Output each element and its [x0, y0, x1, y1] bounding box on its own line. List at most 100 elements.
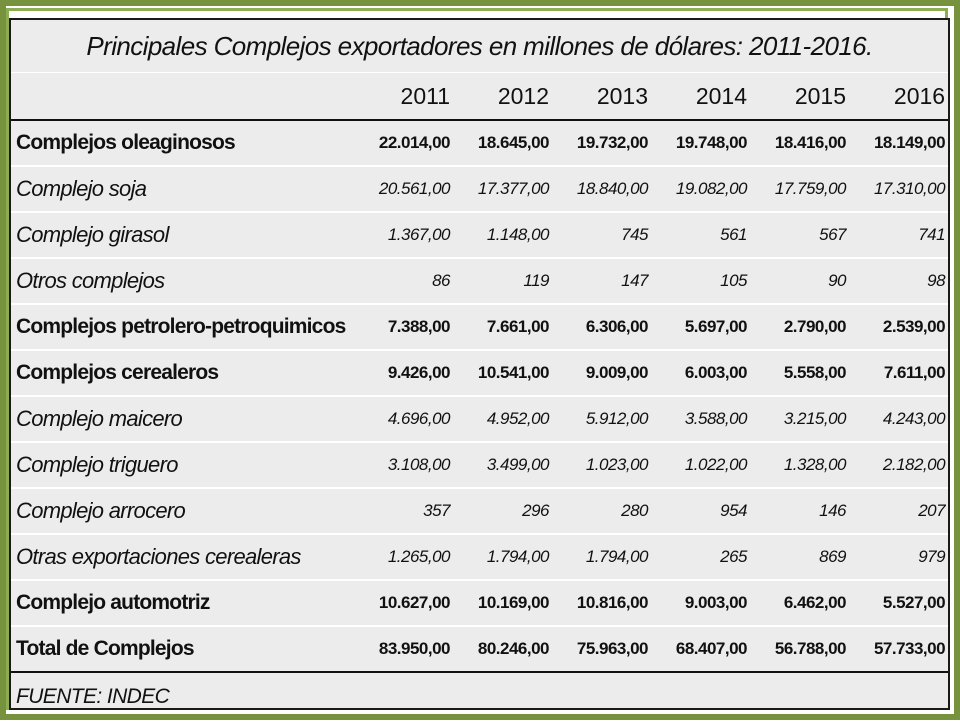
exports-table: Principales Complejos exportadores en mi… — [11, 20, 949, 721]
value-cell: 567 — [750, 212, 849, 259]
table-row: Complejo triguero 3.108,00 3.499,00 1.023,0… — [11, 442, 949, 489]
value-cell: 146 — [750, 488, 849, 535]
row-label: Otros complejos — [11, 258, 354, 305]
value-cell: 90 — [750, 258, 849, 305]
value-cell: 1.367,00 — [354, 212, 453, 259]
value-cell: 954 — [651, 488, 750, 535]
value-cell: 3.588,00 — [651, 396, 750, 443]
value-cell: 3.215,00 — [750, 396, 849, 443]
value-cell: 98 — [849, 258, 949, 305]
row-label: Complejo maicero — [11, 396, 354, 443]
value-cell: 105 — [651, 258, 750, 305]
value-cell: 357 — [354, 488, 453, 535]
value-cell: 119 — [453, 258, 552, 305]
total-value-cell: 83.950,00 — [354, 625, 453, 673]
value-cell: 4.696,00 — [354, 396, 453, 443]
value-cell: 147 — [552, 258, 651, 305]
value-cell: 3.499,00 — [453, 442, 552, 489]
total-row: Total de Complejos 83.950,00 80.246,00 75.9… — [11, 625, 949, 673]
total-value-cell: 75.963,00 — [552, 625, 651, 673]
total-value-cell: 80.246,00 — [453, 625, 552, 673]
value-cell: 9.009,00 — [552, 350, 651, 397]
value-cell: 2.790,00 — [750, 304, 849, 351]
row-label: Complejos petrolero-petroquimicos — [11, 304, 354, 351]
value-cell: 17.310,00 — [849, 166, 949, 213]
total-value-cell: 57.733,00 — [849, 625, 949, 673]
value-cell: 745 — [552, 212, 651, 259]
value-cell: 5.912,00 — [552, 396, 651, 443]
value-cell: 979 — [849, 534, 949, 581]
value-cell: 1.794,00 — [453, 534, 552, 581]
value-cell: 19.732,00 — [552, 120, 651, 167]
value-cell: 18.149,00 — [849, 120, 949, 167]
value-cell: 5.527,00 — [849, 580, 949, 627]
year-header: 2013 — [552, 72, 651, 121]
value-cell: 1.023,00 — [552, 442, 651, 489]
value-cell: 20.561,00 — [354, 166, 453, 213]
source-note: FUENTE: INDEC — [16, 685, 170, 708]
value-cell: 265 — [651, 534, 750, 581]
value-cell: 10.816,00 — [552, 580, 651, 627]
value-cell: 280 — [552, 488, 651, 535]
value-cell: 18.645,00 — [453, 120, 552, 167]
value-cell: 7.661,00 — [453, 304, 552, 351]
value-cell: 17.377,00 — [453, 166, 552, 213]
value-cell: 1.148,00 — [453, 212, 552, 259]
year-header: 2012 — [453, 72, 552, 121]
table-row: Complejo soja 20.561,00 17.377,00 18.840,00… — [11, 166, 949, 213]
value-cell: 296 — [453, 488, 552, 535]
header-row: 2011 2012 2013 2014 2015 2016 — [11, 72, 949, 121]
row-label: Complejo soja — [11, 166, 354, 213]
total-label: Total de Complejos — [11, 625, 354, 673]
table-row: Complejos petrolero-petroquimicos 7.388,0… — [11, 304, 949, 351]
value-cell: 22.014,00 — [354, 120, 453, 167]
table-row: Otros complejos 86 119 147 105 90 98 — [11, 258, 949, 305]
value-cell: 7.611,00 — [849, 350, 949, 397]
table-title: Principales Complejos exportadores en mi… — [11, 20, 949, 73]
value-cell: 1.022,00 — [651, 442, 750, 489]
value-cell: 19.082,00 — [651, 166, 750, 213]
year-header: 2015 — [750, 72, 849, 121]
value-cell: 207 — [849, 488, 949, 535]
year-header: 2016 — [849, 72, 949, 121]
year-header: 2014 — [651, 72, 750, 121]
row-label: Complejo girasol — [11, 212, 354, 259]
value-cell: 561 — [651, 212, 750, 259]
table-row: Complejo automotriz 10.627,00 10.169,00 10.… — [11, 580, 949, 627]
value-cell: 5.558,00 — [750, 350, 849, 397]
header-label-cell — [11, 72, 354, 121]
value-cell: 1.328,00 — [750, 442, 849, 489]
value-cell: 6.003,00 — [651, 350, 750, 397]
table-row: Complejo maicero 4.696,00 4.952,00 5.912,00… — [11, 396, 949, 443]
value-cell: 86 — [354, 258, 453, 305]
value-cell: 17.759,00 — [750, 166, 849, 213]
value-cell: 6.306,00 — [552, 304, 651, 351]
total-value-cell: 56.788,00 — [750, 625, 849, 673]
table-row: Otras exportaciones cerealeras 1.265,00 1.… — [11, 534, 949, 581]
value-cell: 10.169,00 — [453, 580, 552, 627]
value-cell: 19.748,00 — [651, 120, 750, 167]
value-cell: 18.840,00 — [552, 166, 651, 213]
value-cell: 6.462,00 — [750, 580, 849, 627]
value-cell: 4.243,00 — [849, 396, 949, 443]
table-row: Complejos oleaginosos 22.014,00 18.645,00 1… — [11, 120, 949, 167]
value-cell: 10.627,00 — [354, 580, 453, 627]
row-label: Complejos cerealeros — [11, 350, 354, 397]
table-row: Complejo girasol 1.367,00 1.148,00 745 561 56… — [11, 212, 949, 259]
value-cell: 7.388,00 — [354, 304, 453, 351]
row-label: Complejos oleaginosos — [11, 120, 354, 167]
value-cell: 4.952,00 — [453, 396, 552, 443]
table-row: Complejo arrocero 357 296 280 954 146 207 — [11, 488, 949, 535]
value-cell: 5.697,00 — [651, 304, 750, 351]
value-cell: 3.108,00 — [354, 442, 453, 489]
title-row: Principales Complejos exportadores en mi… — [11, 20, 949, 73]
value-cell: 1.794,00 — [552, 534, 651, 581]
value-cell: 9.003,00 — [651, 580, 750, 627]
value-cell: 2.539,00 — [849, 304, 949, 351]
table-row: Complejos cerealeros 9.426,00 10.541,00 9.0… — [11, 350, 949, 397]
row-label: Complejo triguero — [11, 442, 354, 489]
row-label: Complejo automotriz — [11, 580, 354, 627]
total-value-cell: 68.407,00 — [651, 625, 750, 673]
value-cell: 18.416,00 — [750, 120, 849, 167]
value-cell: 869 — [750, 534, 849, 581]
